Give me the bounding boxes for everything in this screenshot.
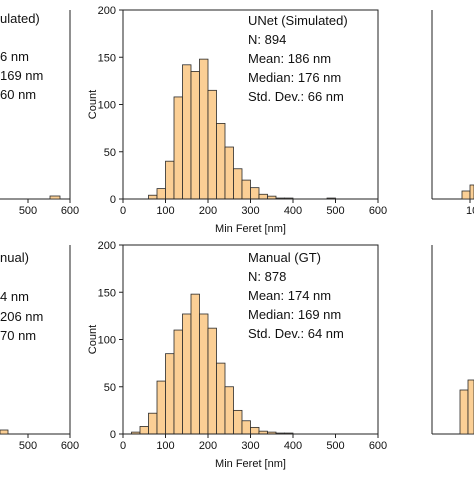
y-tick-label: 200 bbox=[98, 5, 116, 17]
y-tick-label: 0 bbox=[110, 194, 116, 206]
bar-partial bbox=[461, 190, 471, 200]
histogram-bar bbox=[207, 327, 217, 435]
histogram-bar bbox=[224, 386, 234, 435]
x-tick-label: 600 bbox=[369, 205, 387, 217]
stats-line: Std. Dev.: 64 nm bbox=[248, 326, 344, 341]
stats-line: Median: 169 nm bbox=[248, 307, 341, 322]
stats-line-1: nual) bbox=[0, 250, 29, 265]
stats-line: Std. Dev.: 66 nm bbox=[248, 89, 344, 104]
y-tick-label: 50 bbox=[104, 147, 116, 159]
stats-line: Mean: 186 nm bbox=[248, 51, 331, 66]
histogram-bar bbox=[190, 71, 200, 200]
histogram-bar bbox=[233, 168, 243, 200]
x-tick-label: 600 bbox=[369, 440, 387, 452]
x-tick-label: 600 bbox=[61, 440, 79, 452]
histogram-bar bbox=[207, 89, 217, 200]
y-tick-label: 50 bbox=[104, 382, 116, 394]
panel-left-top: ulated) 6 nm 169 nm 60 nm 500 600 bbox=[0, 10, 79, 217]
histogram-bar bbox=[241, 420, 251, 435]
x-tick-label: 500 bbox=[19, 205, 37, 217]
stats-line: Mean: 174 nm bbox=[248, 288, 331, 303]
histogram-bar bbox=[250, 187, 260, 200]
stats-line: N: 894 bbox=[248, 32, 286, 47]
y-tick-label: 150 bbox=[98, 287, 116, 299]
y-tick-label: 0 bbox=[110, 429, 116, 441]
x-tick-label: 600 bbox=[61, 205, 79, 217]
y-axis-label: Count bbox=[87, 325, 99, 354]
histogram-bar bbox=[182, 313, 192, 435]
histogram-bar bbox=[233, 409, 243, 435]
histogram-bar bbox=[148, 194, 158, 200]
y-tick-label: 200 bbox=[98, 240, 116, 252]
histogram-bar bbox=[148, 412, 158, 435]
bar-partial bbox=[49, 195, 61, 200]
histogram-bar bbox=[199, 58, 209, 200]
histogram-bar bbox=[182, 64, 192, 200]
stats-line: Median: 176 nm bbox=[248, 70, 341, 85]
histogram-bar bbox=[139, 426, 149, 435]
histogram-bar bbox=[250, 426, 260, 435]
histogram-bar bbox=[190, 293, 200, 435]
x-tick-label: 500 bbox=[19, 440, 37, 452]
x-tick-label: 200 bbox=[199, 440, 217, 452]
x-tick-label: 100 bbox=[156, 440, 174, 452]
histogram-bar bbox=[165, 353, 175, 435]
panel-left-bottom: nual) 4 nm 206 nm 70 nm 500 600 bbox=[0, 245, 79, 452]
histogram-bar bbox=[199, 313, 209, 435]
histogram-bar bbox=[216, 362, 226, 435]
x-tick-label: 300 bbox=[241, 440, 259, 452]
histogram-bar bbox=[216, 123, 226, 200]
stats-line-4: 70 nm bbox=[0, 328, 36, 343]
x-axis-label: Min Feret [nm] bbox=[215, 223, 286, 235]
histogram-bar bbox=[258, 193, 268, 200]
panel-title: UNet (Simulated) bbox=[248, 13, 348, 28]
x-tick-label: 300 bbox=[241, 205, 259, 217]
histogram-bar bbox=[156, 380, 166, 435]
x-axis-label: Min Feret [nm] bbox=[215, 458, 286, 470]
y-axis-label: Count bbox=[87, 90, 99, 119]
histogram-bar bbox=[173, 329, 183, 435]
x-tick-label: 400 bbox=[284, 205, 302, 217]
x-tick-label: 0 bbox=[120, 205, 126, 217]
y-tick-label: 100 bbox=[98, 335, 116, 347]
histogram-bar bbox=[156, 188, 166, 200]
x-tick-label: 500 bbox=[326, 440, 344, 452]
stats-line-4: 60 nm bbox=[0, 87, 36, 102]
bar-partial bbox=[459, 389, 469, 435]
panel-center-bottom: 0 100 200 300 400 500 600 0 50 100 150 200 Min Feret… bbox=[87, 240, 387, 470]
stats-line-2: 4 nm bbox=[0, 289, 29, 304]
x-tick-label: 0 bbox=[120, 440, 126, 452]
stats-line-3: 206 nm bbox=[0, 309, 43, 324]
panel-right-top: 10 bbox=[431, 10, 474, 217]
panel-title: Manual (GT) bbox=[248, 250, 321, 265]
histogram-bar bbox=[165, 160, 175, 200]
x-tick-label: 10 bbox=[466, 205, 474, 217]
stats-line-1: ulated) bbox=[0, 11, 40, 26]
stats-line-2: 6 nm bbox=[0, 49, 29, 64]
stats-line: N: 878 bbox=[248, 269, 286, 284]
panel-center-top: 0 100 200 300 400 500 600 0 50 100 150 200 Min Feret… bbox=[87, 5, 387, 235]
histogram-bar bbox=[224, 146, 234, 200]
x-tick-label: 400 bbox=[284, 440, 302, 452]
panel-right-bottom bbox=[431, 245, 474, 435]
x-tick-label: 500 bbox=[326, 205, 344, 217]
bar-partial bbox=[467, 379, 474, 435]
y-tick-label: 100 bbox=[98, 100, 116, 112]
histogram-bar bbox=[241, 179, 251, 200]
x-tick-label: 200 bbox=[199, 205, 217, 217]
bar-partial bbox=[0, 429, 9, 435]
stats-line-3: 169 nm bbox=[0, 68, 43, 83]
bar-partial bbox=[469, 184, 474, 200]
x-tick-label: 100 bbox=[156, 205, 174, 217]
histogram-bar bbox=[173, 96, 183, 200]
y-tick-label: 150 bbox=[98, 52, 116, 64]
